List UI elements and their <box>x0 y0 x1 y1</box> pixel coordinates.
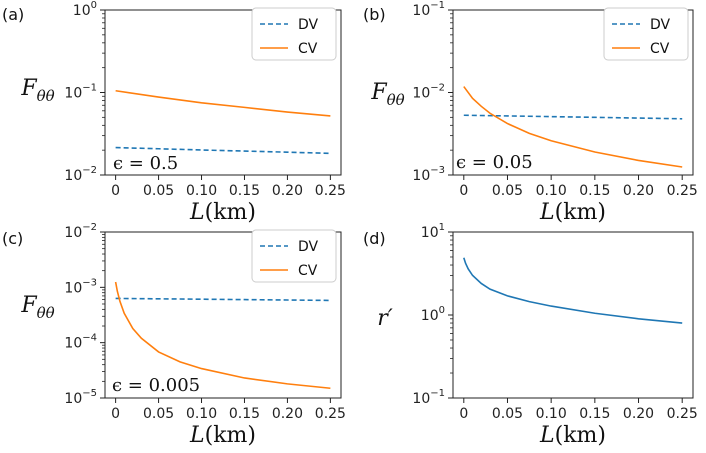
y-tick-label: 10−3 <box>64 277 97 296</box>
series-line-cv <box>114 281 331 390</box>
panel-label: (d) <box>363 229 386 248</box>
x-tick-label: 0.05 <box>492 406 523 422</box>
series-line-dv <box>115 297 331 302</box>
epsilon-annotation: ϵ = 0.005 <box>112 375 200 396</box>
x-tick-label: 0 <box>459 406 468 422</box>
y-axis-label: Fθθ <box>370 80 404 109</box>
legend: DV CV <box>603 7 689 61</box>
x-tick-label: 0 <box>111 406 120 422</box>
y-tick-label: 10−4 <box>64 333 97 352</box>
y-tick-label: 100 <box>421 305 445 324</box>
panel-b: 10−3 10−2 10−1 0 0.05 0.10 0.15 0.20 0.25 DV CV ϵ =… <box>363 0 698 225</box>
x-tick-label: 0.05 <box>492 183 523 199</box>
panel-c: 10−5 10−4 10−3 10−2 0 0.05 0.10 0.15 0.20 0.25 DV C… <box>2 222 346 448</box>
y-axis-label: Fθθ <box>20 293 54 322</box>
y-tick-label: 100 <box>73 0 97 19</box>
y-tick-label: 10−3 <box>412 165 445 184</box>
x-tick-label: 0.25 <box>667 406 698 422</box>
y-axis-label: r′ <box>377 306 393 331</box>
y-tick-label: 10−1 <box>412 0 445 19</box>
panel-label: (a) <box>2 5 24 24</box>
x-tick-label: 0.25 <box>667 183 698 199</box>
x-tick-label: 0.25 <box>315 183 346 199</box>
legend-box <box>251 7 337 61</box>
legend: DV CV <box>251 229 337 283</box>
x-tick-label: 0.20 <box>272 406 303 422</box>
axes-frame <box>104 231 342 399</box>
legend-label: CV <box>298 263 318 279</box>
x-tick-label: 0.15 <box>579 183 610 199</box>
x-tick-label: 0 <box>459 183 468 199</box>
y-tick-label: 10−1 <box>412 388 445 407</box>
x-tick-label: 0.20 <box>623 406 654 422</box>
x-tick-label: 0.10 <box>186 406 217 422</box>
x-tick-label: 0.05 <box>143 183 174 199</box>
legend-box <box>603 7 689 61</box>
x-tick-label: 0.20 <box>623 183 654 199</box>
legend-label: DV <box>298 17 319 33</box>
panel-label: (c) <box>2 229 23 248</box>
legend: DV CV <box>251 7 337 61</box>
y-tick-label: 10−2 <box>64 222 97 241</box>
panel-label: (b) <box>363 5 386 24</box>
series-line-cv <box>115 89 331 117</box>
x-tick-label: 0.10 <box>536 406 567 422</box>
series-line-dv <box>463 114 683 120</box>
epsilon-annotation: ϵ = 0.5 <box>113 153 178 174</box>
series-line-cv <box>463 86 683 168</box>
x-tick-label: 0.10 <box>536 183 567 199</box>
x-tick-label: 0.15 <box>229 183 260 199</box>
x-axis-label: L(km) <box>539 200 606 225</box>
y-tick-label: 10−5 <box>64 388 97 407</box>
y-axis-label: Fθθ <box>20 76 54 105</box>
series-line-dv <box>115 146 331 155</box>
x-axis-label: L(km) <box>189 423 256 448</box>
x-axis-label: L(km) <box>189 200 256 225</box>
x-tick-label: 0.05 <box>143 406 174 422</box>
x-axis-label: L(km) <box>539 423 606 448</box>
x-tick-label: 0.25 <box>315 406 346 422</box>
series-line-r <box>463 257 683 324</box>
x-tick-label: 0.15 <box>579 406 610 422</box>
y-tick-label: 101 <box>421 222 445 241</box>
epsilon-annotation: ϵ = 0.05 <box>456 152 533 173</box>
legend-box <box>251 229 337 283</box>
panel-d: 10−1 100 101 0 0.05 0.10 0.15 0.20 0.25 (d) r′ L(km… <box>363 222 698 448</box>
x-tick-label: 0.10 <box>186 183 217 199</box>
x-tick-label: 0 <box>111 183 120 199</box>
x-tick-label: 0.15 <box>229 406 260 422</box>
axes-frame <box>452 231 694 399</box>
legend-label: DV <box>298 239 319 255</box>
y-tick-label: 10−2 <box>412 83 445 102</box>
panel-a: 10−2 10−1 100 0 0.05 0.10 0.15 0.20 0.25 DV CV ϵ = … <box>2 0 346 225</box>
y-tick-label: 10−2 <box>64 165 97 184</box>
legend-label: CV <box>298 41 318 57</box>
legend-label: CV <box>650 41 670 57</box>
y-tick-label: 10−1 <box>64 83 97 102</box>
x-tick-label: 0.20 <box>272 183 303 199</box>
legend-label: DV <box>650 17 671 33</box>
